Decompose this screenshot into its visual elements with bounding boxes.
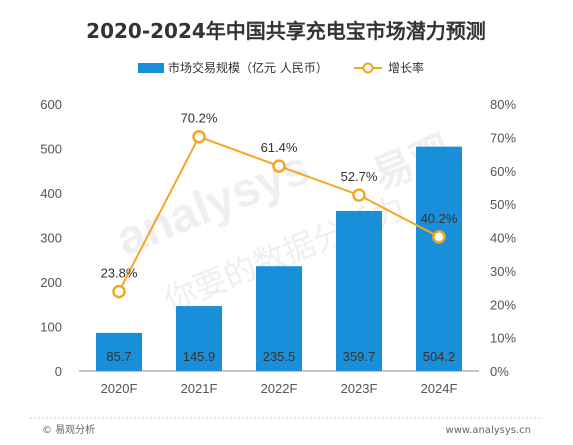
y-right-tick-label: 0% [490,364,509,379]
y-right-tick-label: 10% [490,331,516,346]
growth-value-label: 40.2% [421,211,458,226]
x-tick-label: 2022F [261,381,298,396]
growth-point [352,188,366,202]
y-left-tick-label: 100 [40,320,62,335]
bar [336,210,382,371]
bar [96,332,142,371]
y-left-tick-label: 300 [40,231,62,246]
y-right-tick-label: 80% [490,97,516,112]
growth-point [432,230,446,244]
y-right-tick-label: 50% [490,197,516,212]
y-right-tick-label: 30% [490,264,516,279]
footer-url: www.analysys.cn [446,425,531,436]
footer-source: © 易观分析 [42,423,95,436]
y-left-tick-label: 0 [55,364,62,379]
growth-point [192,129,206,144]
growth-value-label: 23.8% [101,266,138,281]
y-right-tick-label: 60% [490,164,516,179]
y-right-tick-label: 40% [490,231,516,246]
y-left-tick-label: 400 [40,186,62,201]
x-tick-label: 2024F [421,381,458,396]
y-right-tick-label: 70% [490,130,516,145]
y-left-tick-label: 200 [40,275,62,290]
legend-label-bar: 市场交易规模（亿元 人民币） [168,60,328,75]
legend-label-line: 增长率 [388,60,424,75]
bar [256,266,302,371]
x-tick-label: 2020F [101,381,138,396]
bar [176,306,222,371]
axes: 0 100 200 300 400 500 600 0% 10% 20% 30% 40% 50% 60% 7… [40,97,516,396]
growth-value-label: 70.2% [181,111,218,126]
growth-line [112,129,446,299]
chart-title: 2020-2024年中国共享充电宝市场潜力预测 [86,19,486,43]
legend-swatch-bar [138,63,164,73]
bar-value-label: 85.7 [106,349,131,364]
bar-value-label: 504.2 [423,349,456,364]
x-tick-label: 2021F [181,381,218,396]
bar-value-label: 359.7 [343,349,376,364]
data-labels: 85.7 145.9 235.5 359.7 504.2 23.8% 70.2% 61.4% 5… [101,111,458,364]
y-right-tick-label: 20% [490,297,516,312]
y-left-tick-label: 500 [40,142,62,157]
bars [96,146,462,371]
growth-point [112,284,126,299]
bar-value-label: 235.5 [263,349,296,364]
legend-marker-line [362,62,374,74]
bar [416,146,462,371]
y-left-tick-label: 600 [40,97,62,112]
growth-value-label: 61.4% [261,140,298,155]
growth-value-label: 52.7% [341,169,378,184]
growth-point [272,159,286,173]
x-tick-label: 2023F [341,381,378,396]
bar-value-label: 145.9 [183,349,216,364]
legend: 市场交易规模（亿元 人民币） 增长率 [138,60,424,75]
